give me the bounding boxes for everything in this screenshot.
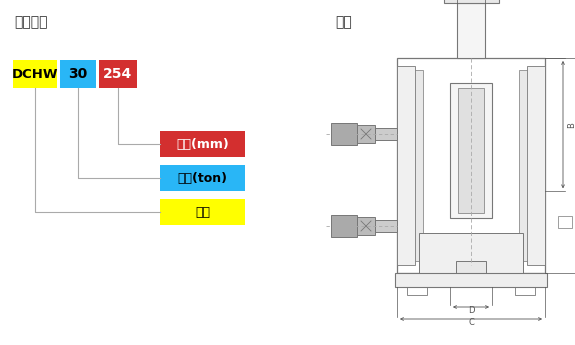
Bar (375, 128, 397, 140)
Bar (558, 216, 572, 228)
Bar (456, 261, 486, 273)
Bar (357, 125, 375, 143)
Text: DCHW: DCHW (12, 68, 58, 80)
Bar (519, 70, 527, 261)
Bar (407, 287, 427, 295)
Bar (395, 273, 547, 287)
Text: 行程(mm): 行程(mm) (176, 138, 229, 150)
Text: D: D (467, 306, 474, 315)
Bar (375, 220, 397, 232)
Bar (160, 165, 245, 191)
Bar (450, 83, 492, 218)
Bar (415, 70, 423, 261)
Bar (13, 60, 57, 88)
Bar (331, 123, 357, 145)
Text: 型号: 型号 (195, 206, 210, 218)
Bar (99, 60, 137, 88)
Bar (357, 217, 375, 235)
Bar (397, 66, 415, 265)
Text: 型号说明: 型号说明 (14, 15, 48, 29)
Bar (527, 66, 545, 265)
Text: C: C (468, 318, 474, 327)
Bar (419, 233, 523, 273)
Text: 尺寸: 尺寸 (335, 15, 352, 29)
Text: B: B (567, 122, 575, 128)
Bar (331, 215, 357, 237)
Bar (443, 0, 499, 3)
Bar (397, 58, 545, 273)
Bar (515, 287, 535, 295)
Bar (160, 199, 245, 225)
Bar (60, 60, 96, 88)
Bar (160, 131, 245, 157)
Text: 30: 30 (68, 67, 87, 81)
Bar (457, 3, 485, 58)
Text: 载荷(ton): 载荷(ton) (178, 171, 228, 185)
Text: 254: 254 (104, 67, 133, 81)
Bar (458, 88, 484, 213)
